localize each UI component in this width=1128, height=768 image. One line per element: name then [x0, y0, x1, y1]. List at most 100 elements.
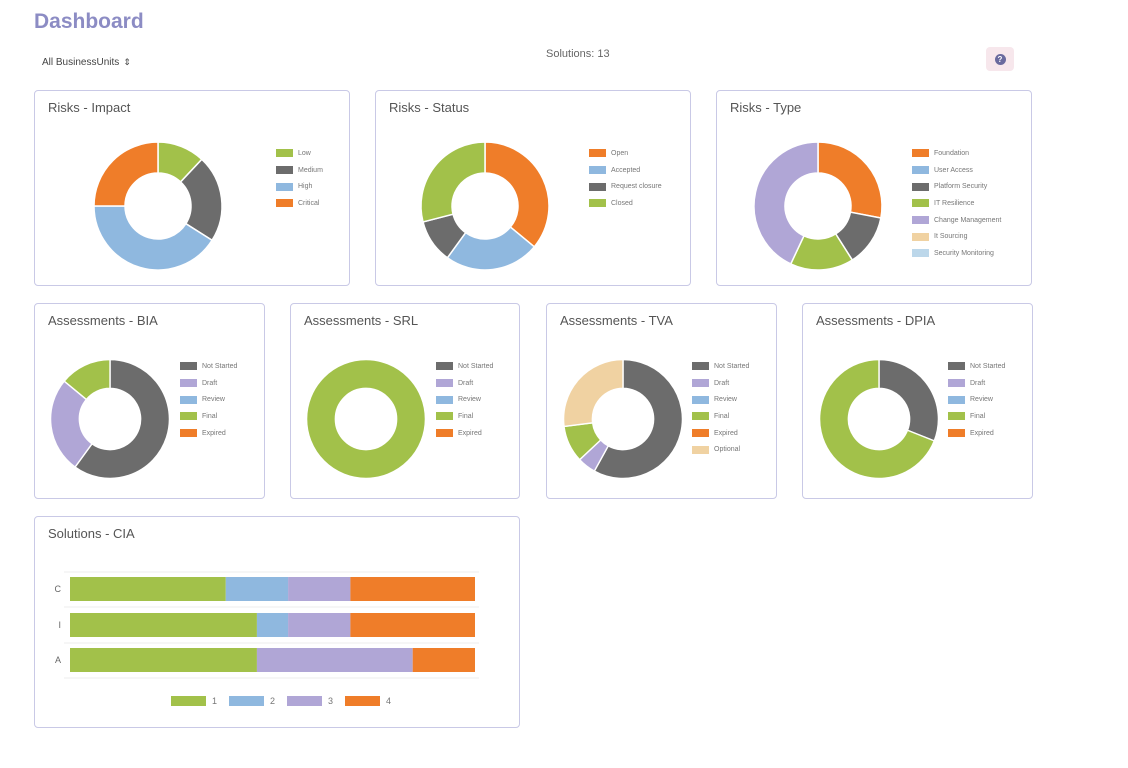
legend-label: Final [202, 412, 218, 420]
legend-item[interactable]: Request closure [589, 178, 662, 195]
help-icon: ? [994, 53, 1006, 65]
legend-item[interactable]: Expired [180, 425, 237, 442]
legend-label: Expired [458, 429, 482, 437]
bar-segment-a-1[interactable] [70, 648, 257, 672]
legend-label: Not Started [714, 362, 750, 370]
donut-slice-closed[interactable] [420, 141, 486, 223]
legend-item[interactable]: 1 [171, 694, 217, 708]
donut-slice-not-started[interactable] [878, 358, 940, 442]
legend-item[interactable]: 3 [287, 694, 333, 708]
legend-item[interactable]: Expired [436, 425, 493, 442]
legend-swatch [692, 362, 709, 371]
legend-swatch [948, 429, 965, 438]
legend-label: Final [714, 412, 730, 420]
donut-slice-final[interactable] [63, 358, 111, 401]
legend-item[interactable]: Review [180, 391, 237, 408]
bar-segment-c-1[interactable] [70, 577, 226, 601]
legend-item[interactable]: Final [692, 408, 749, 425]
legend-item[interactable]: Accepted [589, 162, 662, 179]
legend-label: Open [611, 149, 629, 157]
bar-segment-c-2[interactable] [225, 577, 289, 601]
legend-label: Not Started [458, 362, 494, 370]
legend-label: Critical [298, 199, 320, 207]
legend-swatch [912, 182, 929, 191]
legend-item[interactable]: User Access [912, 162, 1001, 179]
legend-item[interactable]: 4 [345, 694, 391, 708]
legend-swatch [180, 429, 197, 438]
legend-item[interactable]: Not Started [692, 358, 749, 375]
legend-item[interactable]: Optional [692, 441, 749, 458]
legend-item[interactable]: Review [692, 391, 749, 408]
legend-item[interactable]: Draft [180, 375, 237, 392]
chart-title: Risks - Status [389, 100, 470, 115]
bar-segment-i-3[interactable] [288, 613, 351, 637]
legend-swatch [180, 395, 197, 404]
donut-slice-critical[interactable] [93, 141, 159, 207]
y-tick-label: I [58, 620, 61, 630]
bar-segment-a-3[interactable] [256, 648, 413, 672]
legend-item[interactable]: Closed [589, 195, 662, 212]
chart-title: Assessments - BIA [48, 313, 158, 328]
donut-slice-foundation[interactable] [817, 141, 883, 219]
legend-item[interactable]: Open [589, 145, 662, 162]
legend-swatch [436, 395, 453, 404]
legend-swatch [912, 216, 929, 225]
legend-item[interactable]: Critical [276, 195, 323, 212]
bar-segment-a-4[interactable] [412, 648, 475, 672]
legend-item[interactable]: High [276, 178, 323, 195]
donut-slice-not-started[interactable] [593, 358, 684, 480]
legend-item[interactable]: Review [436, 391, 493, 408]
legend-item[interactable]: Not Started [180, 358, 237, 375]
legend-item[interactable]: Draft [692, 375, 749, 392]
donut-slice-not-started[interactable] [74, 358, 171, 480]
bar-segment-c-4[interactable] [350, 577, 475, 601]
y-tick-label: A [55, 655, 61, 665]
donut-slice-open[interactable] [484, 141, 550, 248]
legend-item[interactable]: Foundation [912, 145, 1001, 162]
solutions-count: Solutions: 13 [546, 48, 610, 60]
legend-label: High [298, 183, 313, 191]
help-button[interactable]: ? [986, 47, 1014, 71]
legend-swatch [692, 412, 709, 421]
legend-item[interactable]: It Sourcing [912, 228, 1001, 245]
chart-legend: Foundation User Access Platform Security IT… [912, 145, 1001, 262]
legend-label: Final [970, 412, 986, 420]
business-unit-select[interactable]: All BusinessUnits ⇕ [34, 52, 139, 72]
legend-item[interactable]: Change Management [912, 212, 1001, 229]
legend-swatch [436, 379, 453, 388]
legend-item[interactable]: Expired [948, 425, 1005, 442]
legend-item[interactable]: IT Resilience [912, 195, 1001, 212]
page-title: Dashboard [34, 10, 144, 33]
donut-slice-optional[interactable] [562, 358, 624, 428]
legend-label: Low [298, 149, 311, 157]
legend-item[interactable]: Final [436, 408, 493, 425]
donut-slice-change-management[interactable] [753, 141, 819, 265]
donut-slice-high[interactable] [93, 205, 214, 271]
legend-label: 2 [270, 696, 276, 706]
legend-item[interactable]: Medium [276, 162, 323, 179]
bar-segment-i-4[interactable] [350, 613, 475, 637]
legend-item[interactable]: Expired [692, 425, 749, 442]
legend-item[interactable]: Platform Security [912, 178, 1001, 195]
legend-label: Review [202, 396, 225, 404]
legend-item[interactable]: Draft [436, 375, 493, 392]
legend-item[interactable]: Draft [948, 375, 1005, 392]
legend-item[interactable]: Not Started [436, 358, 493, 375]
legend-item[interactable]: Final [180, 408, 237, 425]
donut-slice-draft[interactable] [49, 380, 93, 469]
legend-label: Draft [202, 379, 218, 387]
bar-segment-i-2[interactable] [256, 613, 289, 637]
legend-item[interactable]: Low [276, 145, 323, 162]
legend-item[interactable]: Security Monitoring [912, 245, 1001, 262]
donut-slice-final[interactable] [818, 358, 936, 480]
legend-item[interactable]: Not Started [948, 358, 1005, 375]
bar-segment-c-3[interactable] [288, 577, 351, 601]
legend-item[interactable]: 2 [229, 694, 275, 708]
bar-segment-i-1[interactable] [70, 613, 257, 637]
donut-chart [49, 358, 171, 480]
legend-item[interactable]: Review [948, 391, 1005, 408]
chart-card-risks-status: Risks - Status Open Accepted Request closu… [375, 90, 691, 286]
stacked-bar-chart: C I A [55, 571, 479, 679]
legend-item[interactable]: Final [948, 408, 1005, 425]
donut-slice-final[interactable] [305, 358, 427, 480]
